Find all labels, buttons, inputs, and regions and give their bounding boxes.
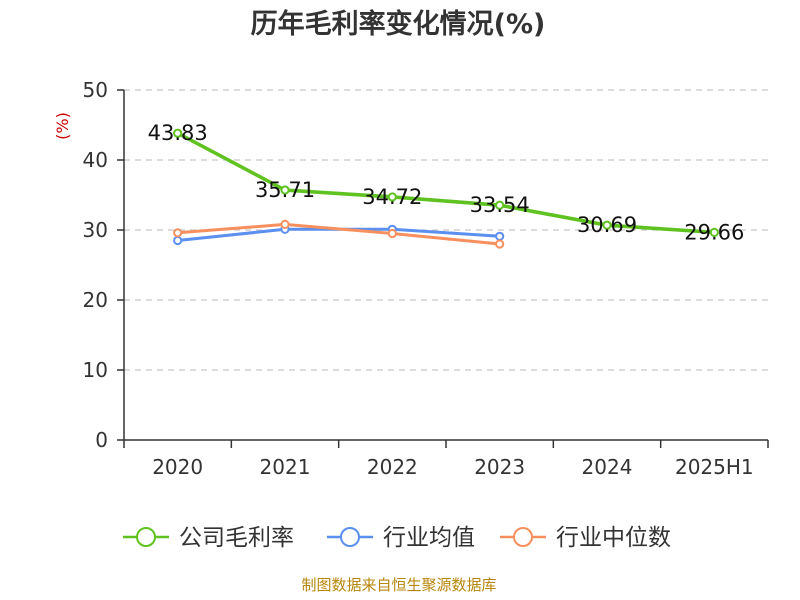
x-tick-label: 2023 (474, 455, 525, 479)
data-point (280, 219, 290, 229)
legend-label: 行业均值 (383, 525, 475, 551)
data-point (387, 192, 397, 202)
y-tick-label: 50 (83, 78, 108, 102)
y-tick-label: 10 (83, 358, 108, 382)
legend-label: 行业中位数 (556, 525, 671, 551)
legend: 公司毛利率 行业均值 行业中位数 (123, 525, 671, 551)
y-tick-label: 0 (95, 428, 108, 452)
source-note: 制图数据来自恒生聚源数据库 (301, 576, 496, 594)
data-label: 43.83 (148, 121, 208, 145)
x-tick-label: 2022 (367, 455, 418, 479)
x-tick-label: 2025H1 (675, 455, 754, 479)
data-point (173, 128, 183, 138)
data-point (280, 185, 290, 195)
legend-marker (513, 527, 533, 547)
axes: 0 10 20 30 40 50 2020 2021 2022 2023 2024 2025H1 (83, 78, 769, 479)
data-point (173, 228, 183, 238)
legend-label: 公司毛利率 (179, 525, 294, 551)
y-tick-label: 40 (83, 148, 108, 172)
data-point (387, 228, 397, 239)
gridlines (124, 89, 768, 371)
data-label: 29.66 (684, 220, 744, 244)
series-line (175, 131, 717, 235)
data-point (495, 200, 505, 210)
data-label: 33.54 (470, 193, 530, 217)
legend-marker (136, 527, 156, 547)
y-tick-label: 20 (83, 288, 108, 312)
legend-marker (340, 527, 360, 547)
data-labels: 43.83 35.71 34.72 33.54 30.69 29.66 (148, 121, 745, 244)
series-lines (173, 128, 719, 249)
data-point (495, 231, 505, 241)
series-line (176, 222, 502, 246)
data-label: 34.72 (362, 185, 422, 209)
data-point (709, 227, 719, 237)
y-tick-label: 30 (83, 218, 108, 242)
x-tick-label: 2024 (582, 455, 633, 479)
data-label: 30.69 (577, 213, 637, 237)
y-axis-label: (%) (53, 112, 72, 140)
x-tick-label: 2021 (260, 455, 311, 479)
data-point (602, 220, 612, 230)
data-point (495, 239, 505, 249)
data-point (173, 235, 183, 246)
data-label: 35.71 (255, 178, 315, 202)
x-tick-label: 2020 (152, 455, 203, 479)
chart-title: 历年毛利率变化情况(%) (251, 8, 546, 40)
